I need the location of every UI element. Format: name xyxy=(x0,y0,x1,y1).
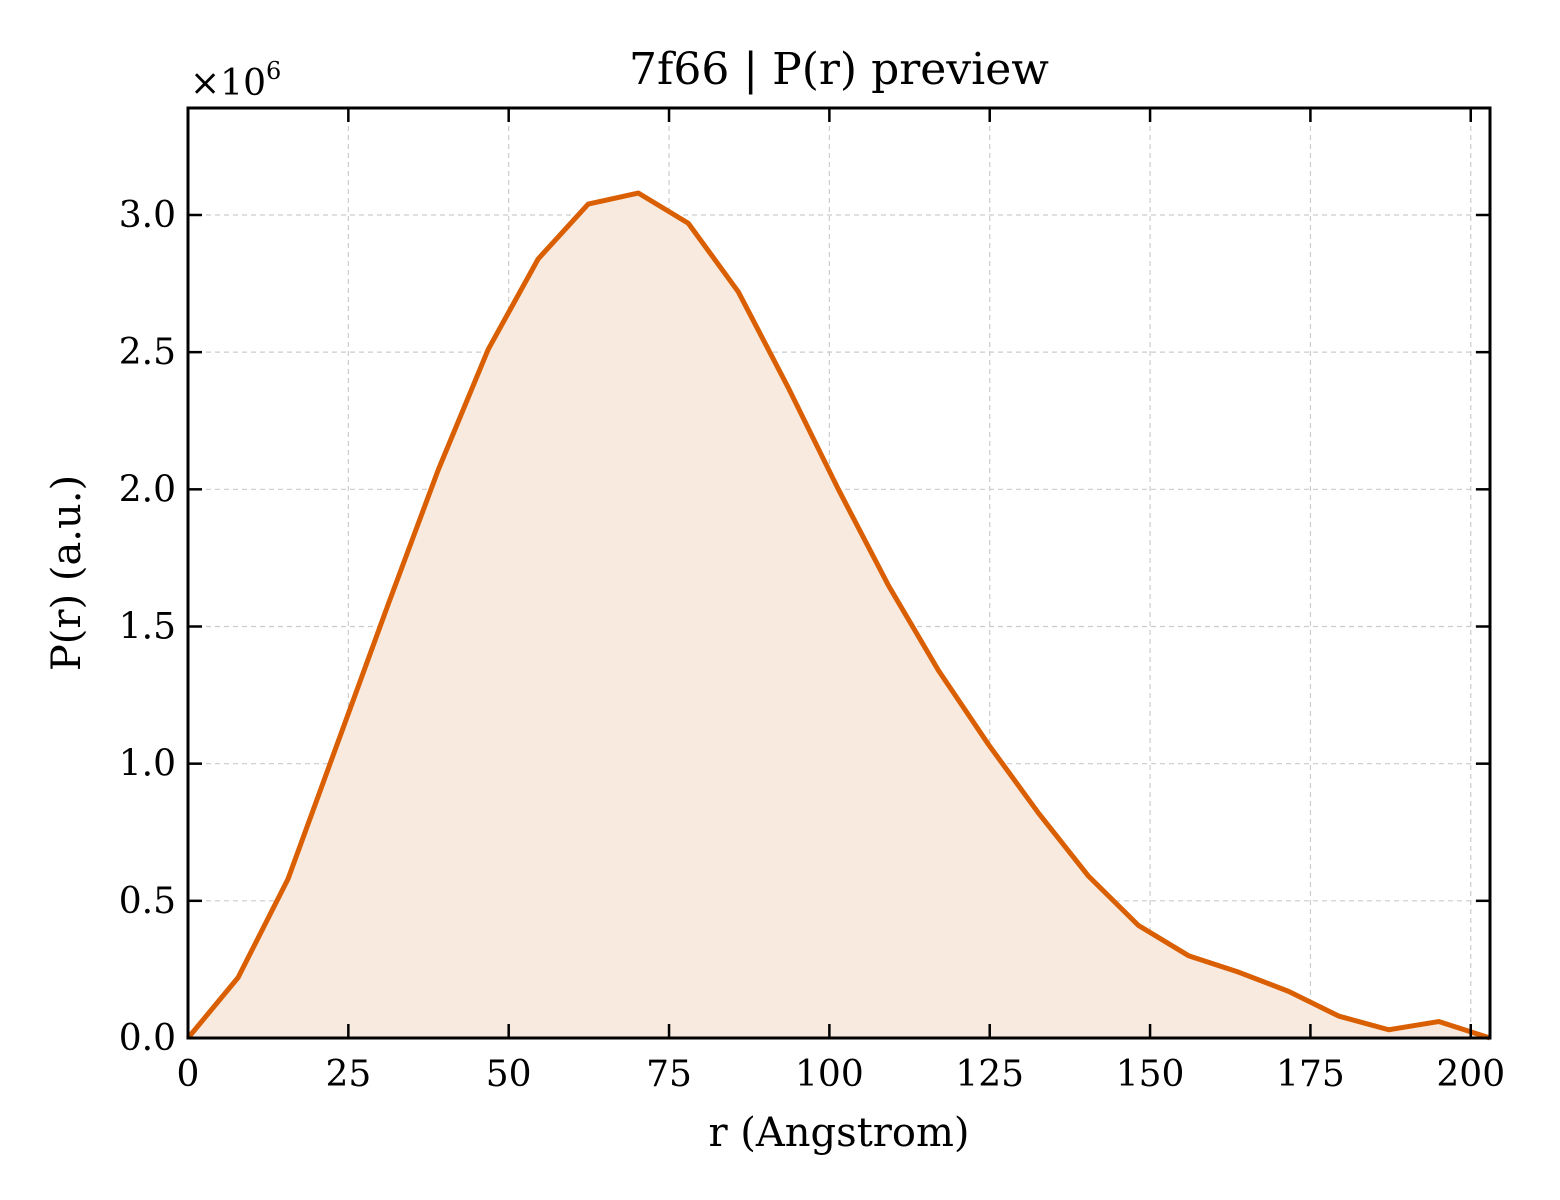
y-tick-label: 1.5 xyxy=(119,606,176,647)
y-tick-label: 0.5 xyxy=(119,881,176,922)
y-tick-labels: 0.0 0.5 1.0 1.5 2.0 2.5 3.0 xyxy=(119,195,176,1059)
y-tick-label: 0.0 xyxy=(119,1018,176,1059)
plot-frame xyxy=(186,106,1492,1040)
y-multiplier-exponent: 6 xyxy=(266,57,281,85)
x-tick-label: 200 xyxy=(1436,1054,1505,1095)
chart-title: 7f66 | P(r) preview xyxy=(629,44,1049,95)
x-tick-label: 100 xyxy=(795,1054,864,1095)
x-tick-label: 25 xyxy=(325,1054,371,1095)
y-tick-label: 1.0 xyxy=(119,744,176,785)
x-tick-label: 50 xyxy=(486,1054,532,1095)
series-line xyxy=(186,190,1491,1041)
y-axis-label: P(r) (a.u.) xyxy=(44,475,90,671)
x-tick-label: 75 xyxy=(646,1054,692,1095)
x-tick-label: 0 xyxy=(177,1054,200,1095)
series-area-fill xyxy=(188,193,1490,1039)
x-tick-label: 175 xyxy=(1276,1054,1345,1095)
y-multiplier-base: ×10 xyxy=(190,63,266,104)
y-multiplier: ×106 xyxy=(190,57,281,104)
y-tick-label: 3.0 xyxy=(119,195,176,236)
axis-ticks xyxy=(186,108,1490,1040)
x-tick-labels: 0 25 50 75 100 125 150 175 200 xyxy=(177,1054,1506,1095)
x-tick-label: 125 xyxy=(955,1054,1024,1095)
x-axis-label: r (Angstrom) xyxy=(708,1110,969,1156)
y-tick-label: 2.0 xyxy=(119,469,176,510)
y-tick-label: 2.5 xyxy=(119,332,176,373)
x-tick-label: 150 xyxy=(1116,1054,1185,1095)
